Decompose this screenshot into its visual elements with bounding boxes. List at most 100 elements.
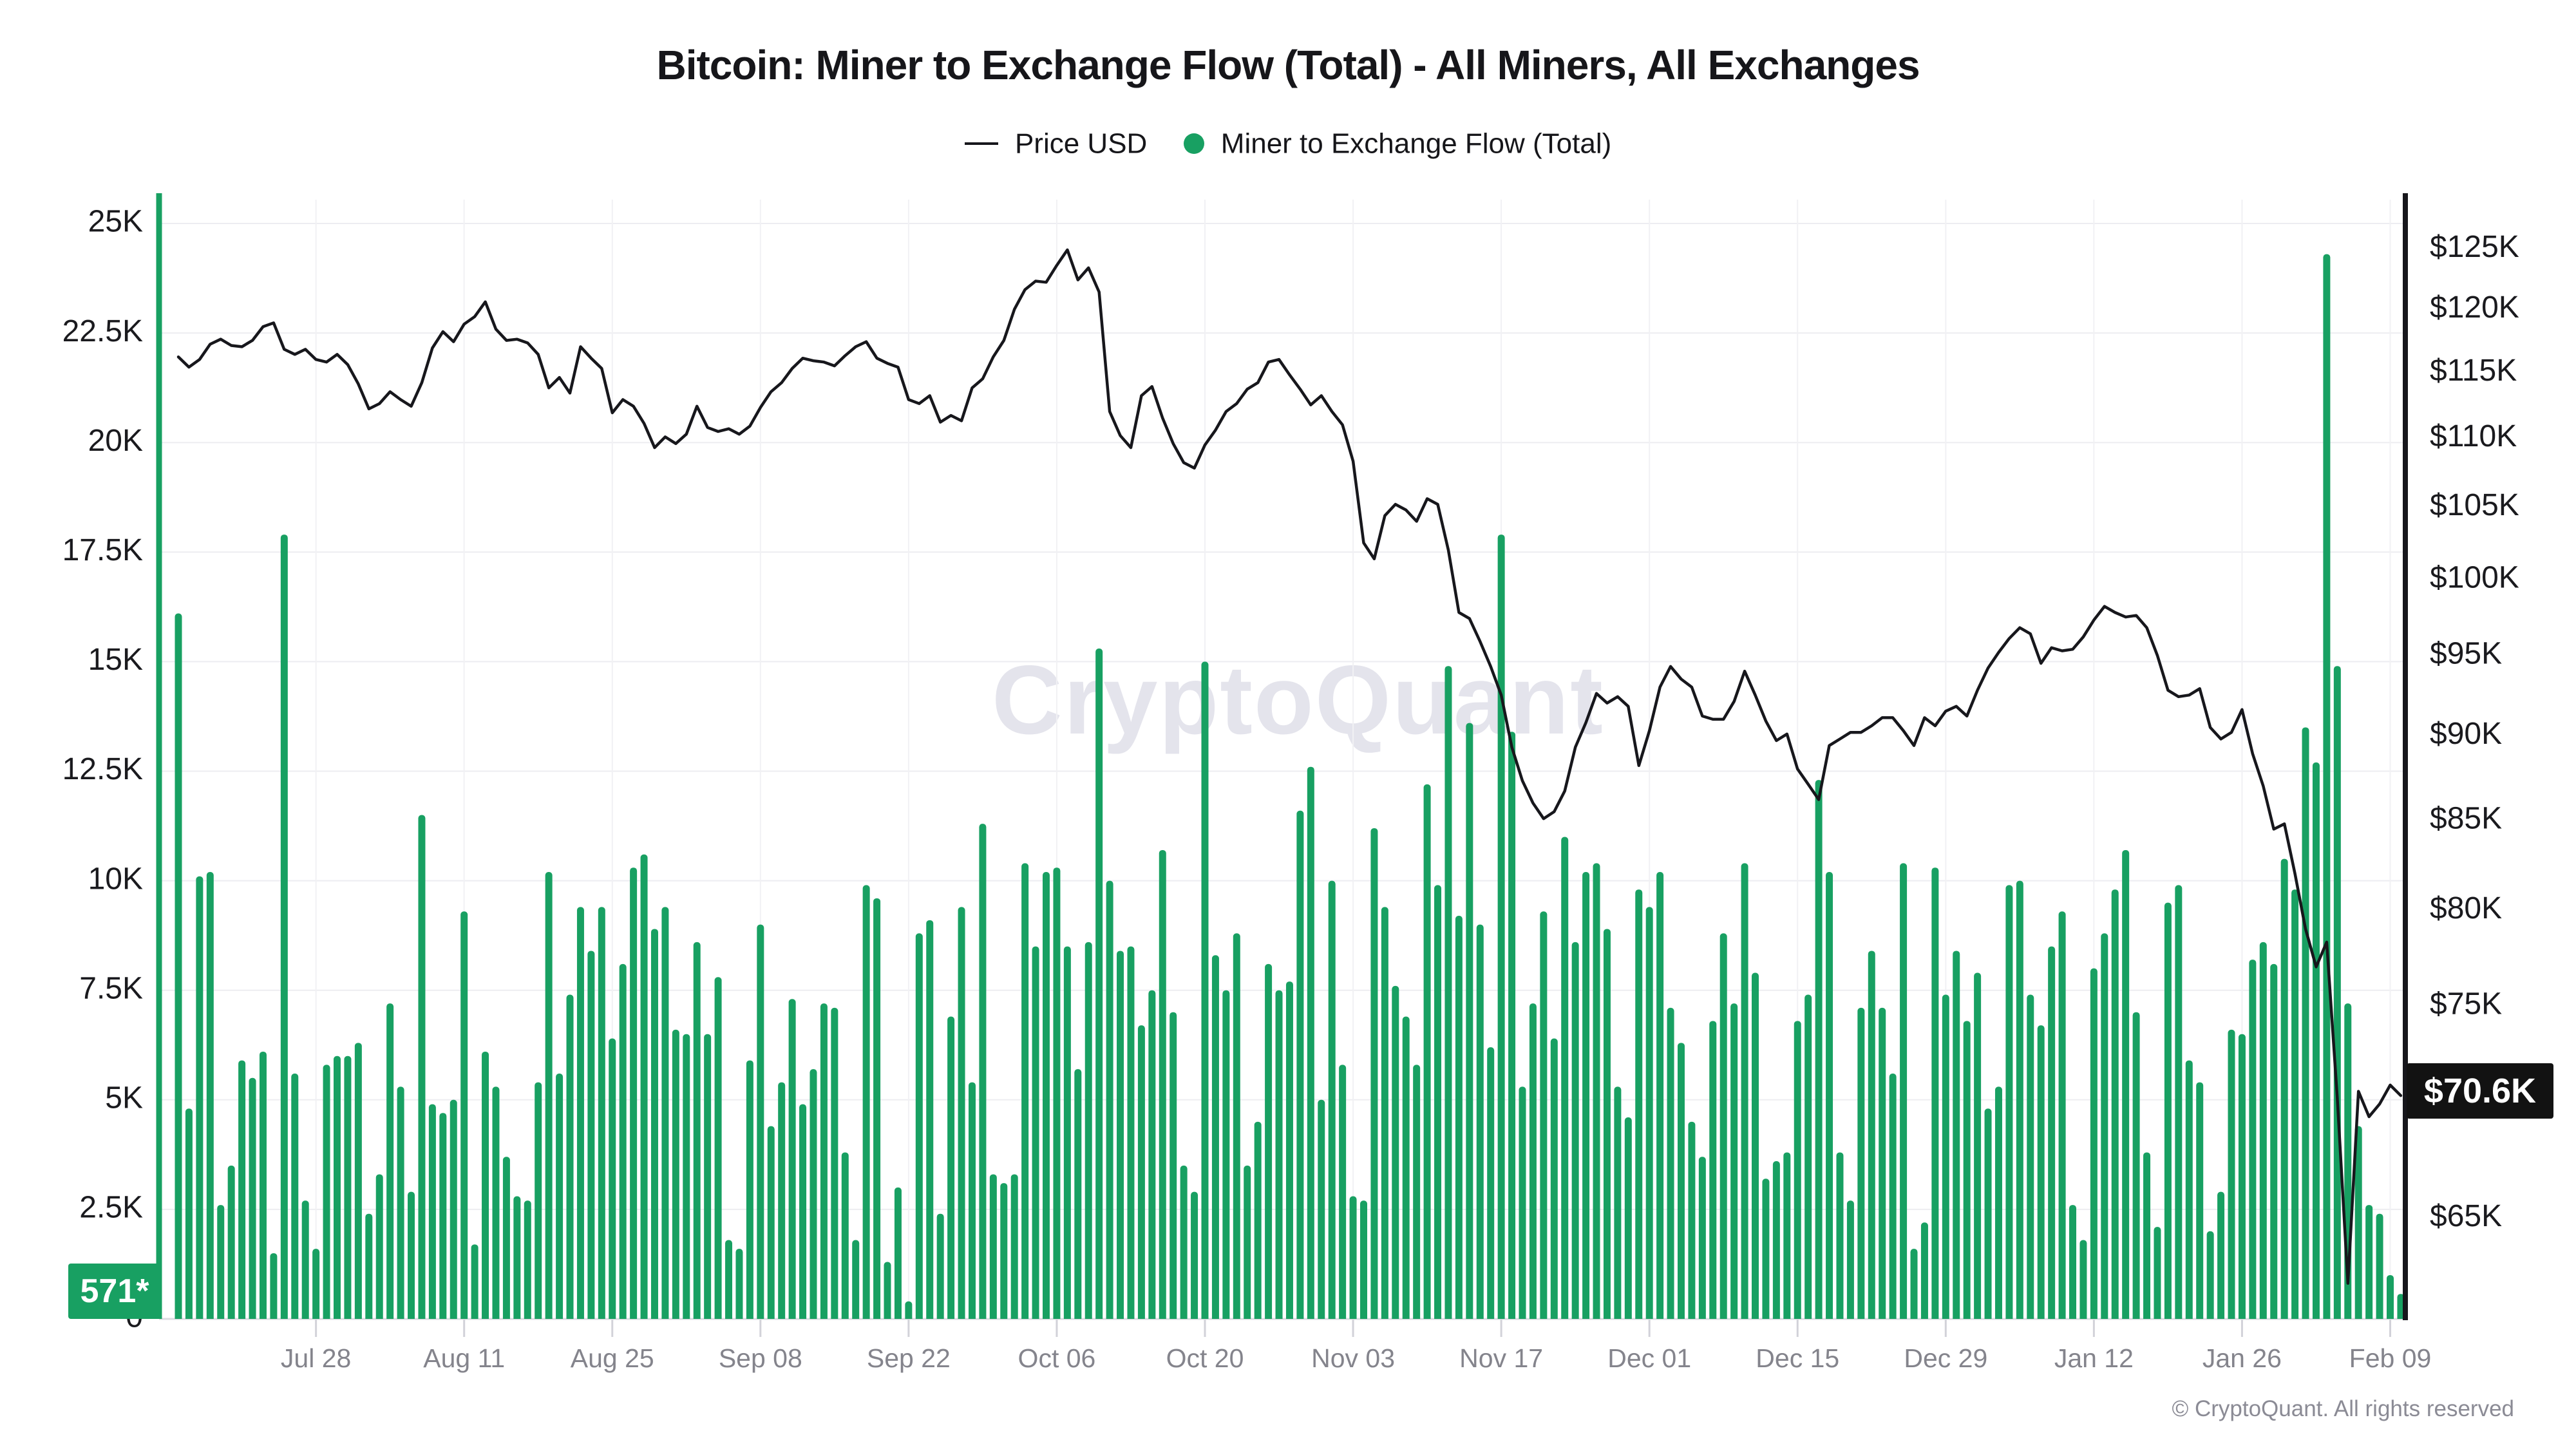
chart-title: Bitcoin: Miner to Exchange Flow (Total) … [656,42,1920,88]
flow-bar [1614,1086,1622,1319]
flow-bar [1339,1065,1347,1319]
flow-bar [1815,780,1823,1319]
flow-bar [767,1126,775,1319]
flow-bar [1519,1086,1526,1319]
y-left-label: 20K [88,424,143,458]
flow-bar [661,907,669,1319]
flow-bar [1010,1174,1018,1319]
y-left-label: 10K [88,862,143,896]
flow-bar [1423,784,1431,1319]
flow-bar [1656,871,1664,1319]
flow-bar [408,1191,415,1319]
flow-bar [375,1174,383,1319]
flow-bar [1645,907,1653,1319]
flow-bar [2027,994,2034,1319]
x-tick-label: Oct 20 [1166,1343,1244,1373]
flow-bar [2132,1012,2140,1319]
flow-bar [598,907,605,1319]
flow-bar [1244,1165,1251,1319]
flow-bar [1032,946,1039,1319]
flow-bar [1254,1121,1262,1319]
flow-bar [249,1077,256,1319]
y-left-label: 15K [88,643,143,677]
flow-bar [227,1165,235,1319]
flow-bar [1170,1012,1177,1319]
flow-bar [1846,1200,1854,1319]
flow-bar [2365,1205,2373,1319]
flow-bar [1359,1200,1367,1319]
flow-bar [2069,1205,2077,1319]
y-right-label: $105K [2430,488,2519,522]
flow-bar [650,929,658,1319]
flow-bar [873,898,881,1319]
flow-bar [323,1065,330,1319]
flow-bar [333,1056,341,1319]
flow-bar [2154,1227,2161,1319]
flow-bar [820,1003,828,1319]
flow-bar [1857,1007,1865,1319]
flow-bar [979,824,987,1319]
flow-bar [989,1174,997,1319]
y-right-label: $115K [2430,354,2517,388]
flow-bar [2175,885,2183,1319]
y-right-label: $85K [2430,802,2502,836]
legend-item-miner-flow[interactable]: Miner to Exchange Flow (Total) [1183,126,1611,160]
flow-bar [301,1200,309,1319]
flow-bar [1529,1003,1537,1319]
x-tick-label: Nov 17 [1459,1343,1543,1373]
flow-bar [1688,1121,1696,1319]
flow-bar [778,1082,786,1319]
flow-bar [206,871,214,1319]
flow-bar [1349,1196,1357,1319]
flow-bar [2249,960,2257,1319]
flow-bar [428,1104,436,1319]
flow-bar [576,907,584,1319]
flow-bar [852,1240,860,1319]
flow-bar [788,999,796,1319]
flow-bar [1021,863,1029,1319]
flow-bar [1900,863,1908,1319]
flow-bar [2037,1025,2045,1319]
legend-item-price-usd[interactable]: Price USD [964,126,1147,160]
chart-legend: Price USD Miner to Exchange Flow (Total) [0,126,2576,160]
x-tick-label: Sep 22 [867,1343,951,1373]
flow-bar [704,1034,712,1319]
flow-bar [1285,981,1293,1319]
flow-bar [1752,972,1759,1319]
y-right-label: $125K [2430,230,2519,264]
flow-bar [2090,968,2098,1319]
flow-bar [2302,727,2309,1319]
flow-bar [1318,1099,1325,1319]
flow-bar [1148,990,1156,1319]
flow-bar [1201,661,1209,1319]
flow-bar [1159,849,1166,1319]
flow-bar [1084,942,1092,1319]
flow-bar [1624,1117,1632,1319]
flow-bar [566,994,574,1319]
flow-bar [1307,766,1314,1319]
flow-bar [1296,810,1304,1319]
flow-bar [312,1249,320,1319]
flow-bar [1868,951,1875,1319]
flow-bar [2259,942,2267,1319]
flow-bar [386,1003,394,1319]
flow-bar [1233,933,1240,1319]
flow-bar [1667,1007,1674,1319]
flow-bar [1275,990,1283,1319]
flow-bar [1043,871,1050,1319]
flow-bar [1826,871,1833,1319]
flow-bar [1402,1016,1410,1319]
x-tick-label: Aug 25 [571,1343,654,1373]
flow-bar [1561,837,1569,1319]
flow-bar [1920,1222,1928,1319]
y-right-label: $100K [2430,560,2519,594]
flow-bar [259,1051,267,1319]
flow-latest-value-badge: 571* [68,1264,161,1319]
flow-bar [1328,880,1336,1319]
flow-bar [810,1069,817,1319]
flow-bar [1095,648,1103,1319]
flow-bar [1487,1047,1495,1319]
flow-bar [291,1073,299,1319]
flow-bar [958,907,965,1319]
